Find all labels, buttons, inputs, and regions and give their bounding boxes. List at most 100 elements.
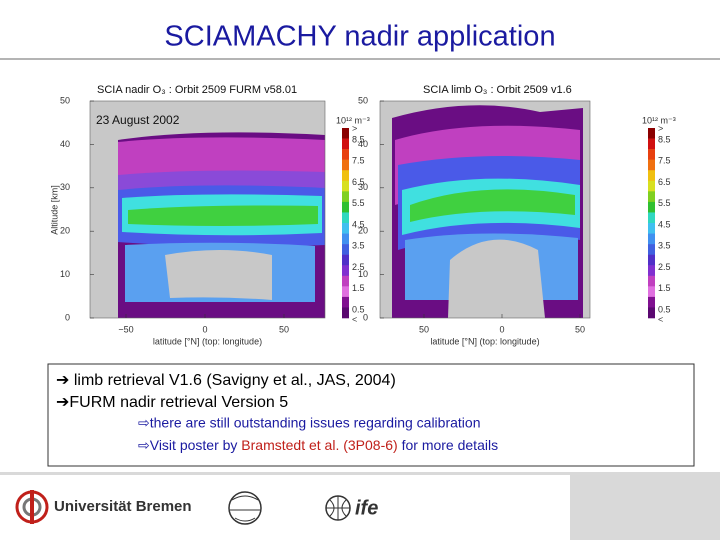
x-tick-label: 50: [575, 324, 585, 334]
colorbar-label: 3.5: [658, 241, 671, 251]
colorbar-label: 0.5: [352, 304, 365, 314]
footer-panel: [0, 475, 570, 540]
y-tick-label: 50: [60, 95, 70, 105]
colorbar-cell: [648, 265, 655, 277]
text-part: for more details: [398, 437, 498, 453]
colorbar-cell: [648, 223, 655, 234]
text-box: [47, 363, 695, 467]
colorbar-label: 8.5: [658, 134, 671, 144]
colorbar-cell: [342, 254, 349, 266]
colorbar-cell: [342, 212, 349, 224]
colorbar-cell: [648, 149, 655, 160]
y-tick-label: 10: [358, 269, 368, 279]
colorbar-cell: [648, 212, 655, 224]
colorbar-cell: [648, 296, 655, 308]
colorbar-label: 2.5: [658, 262, 671, 272]
y-tick-label: 40: [60, 139, 70, 149]
colorbar-cell: [648, 201, 655, 213]
colorbar-cell: [648, 233, 655, 245]
colorbar-label: 1.5: [352, 283, 365, 293]
x-axis-label: latitude [°N] (top: longitude): [153, 336, 262, 346]
colorbar-cell: [648, 244, 655, 255]
colorbar-cell: [648, 170, 655, 182]
x-tick-label: 0: [499, 324, 504, 334]
colorbar-cell: [342, 149, 349, 160]
colorbar-cell: [648, 191, 655, 203]
colorbar-label: >: [352, 123, 357, 133]
colorbar-label: <: [352, 314, 357, 324]
colorbar-cell: [342, 159, 349, 171]
colorbar-unit: 10¹² m⁻³: [336, 115, 370, 125]
colorbar-label: 6.5: [352, 177, 365, 187]
bullet: ➔FURM nadir retrieval Version 5: [56, 394, 288, 411]
colorbar-label: 6.5: [658, 177, 671, 187]
colorbar-label: 4.5: [352, 219, 365, 229]
x-tick-label: 50: [279, 324, 289, 334]
y-tick-label: 40: [358, 139, 368, 149]
x-tick-label: −50: [118, 324, 133, 334]
colorbar-label: >: [658, 123, 663, 133]
sub-bullet: ⇨Visit poster by Bramstedt et al. (3P08-…: [138, 437, 498, 453]
institute-name: ife: [355, 497, 378, 519]
colorbar-cell: [342, 265, 349, 277]
y-tick-label: 30: [358, 182, 368, 192]
date-label: 23 August 2002: [96, 113, 180, 127]
text-part: ⇨Visit poster by: [138, 437, 241, 453]
colorbar-label: 5.5: [658, 198, 671, 208]
colorbar-cell: [342, 275, 349, 287]
colorbar-cell: [342, 307, 349, 319]
colorbar-cell: [648, 128, 655, 139]
nadir-contour: [90, 101, 325, 318]
colorbar-cell: [342, 170, 349, 182]
furm-logo: [228, 491, 262, 525]
colorbar-label: 2.5: [352, 262, 365, 272]
colorbar-cell: [648, 286, 655, 298]
y-tick-label: 20: [358, 226, 368, 236]
colorbar-unit: 10¹² m⁻³: [642, 115, 676, 125]
colorbar-label: 3.5: [352, 241, 365, 251]
colorbar-cell: [648, 307, 655, 319]
colorbar-cell: [342, 223, 349, 234]
colorbar-cell: [342, 233, 349, 245]
colorbar-cell: [648, 275, 655, 287]
ife-logo: [325, 495, 351, 521]
colorbar-cell: [342, 201, 349, 213]
colorbar-cell: [342, 128, 349, 139]
x-tick-label: 0: [202, 324, 207, 334]
colorbar-label: 0.5: [658, 304, 671, 314]
colorbar-label: <: [658, 314, 663, 324]
plot-frame: [89, 100, 326, 319]
slide-title: SCIAMACHY nadir application: [164, 21, 555, 53]
colorbar-cell: [648, 180, 655, 192]
plot-frame: [379, 100, 591, 319]
colorbar-label: 4.5: [658, 219, 671, 229]
text-part: Bramstedt et al. (3P08-6): [241, 437, 397, 453]
limb-contour: [380, 101, 590, 318]
y-tick-label: 0: [65, 312, 70, 322]
university-name: Universität Bremen: [54, 498, 192, 515]
date-box: [94, 113, 190, 129]
colorbar-label: 7.5: [352, 156, 365, 166]
colorbar-cell: [342, 296, 349, 308]
colorbar-cell: [648, 159, 655, 171]
y-tick-label: 50: [358, 95, 368, 105]
plot-title: SCIA limb O₃ : Orbit 2509 v1.6: [423, 84, 572, 96]
colorbar-cell: [342, 286, 349, 298]
colorbar-cell: [342, 138, 349, 150]
plot-title: SCIA nadir O₃ : Orbit 2509 FURM v58.01: [97, 84, 297, 96]
bullet: ➔ limb retrieval V1.6 (Savigny et al., J…: [56, 372, 396, 389]
y-tick-label: 30: [60, 182, 70, 192]
y-axis-label: Altitude [km]: [49, 185, 59, 235]
colorbar-label: 5.5: [352, 198, 365, 208]
university-logo: [15, 490, 49, 524]
colorbar-cell: [342, 244, 349, 255]
colorbar-cell: [342, 191, 349, 203]
colorbar-cell: [648, 254, 655, 266]
y-tick-label: 10: [60, 269, 70, 279]
colorbar-cell: [342, 180, 349, 192]
colorbar-label: 7.5: [658, 156, 671, 166]
sub-bullet: ⇨there are still outstanding issues rega…: [138, 415, 480, 431]
y-tick-label: 20: [60, 226, 70, 236]
colorbar-label: 8.5: [352, 134, 365, 144]
